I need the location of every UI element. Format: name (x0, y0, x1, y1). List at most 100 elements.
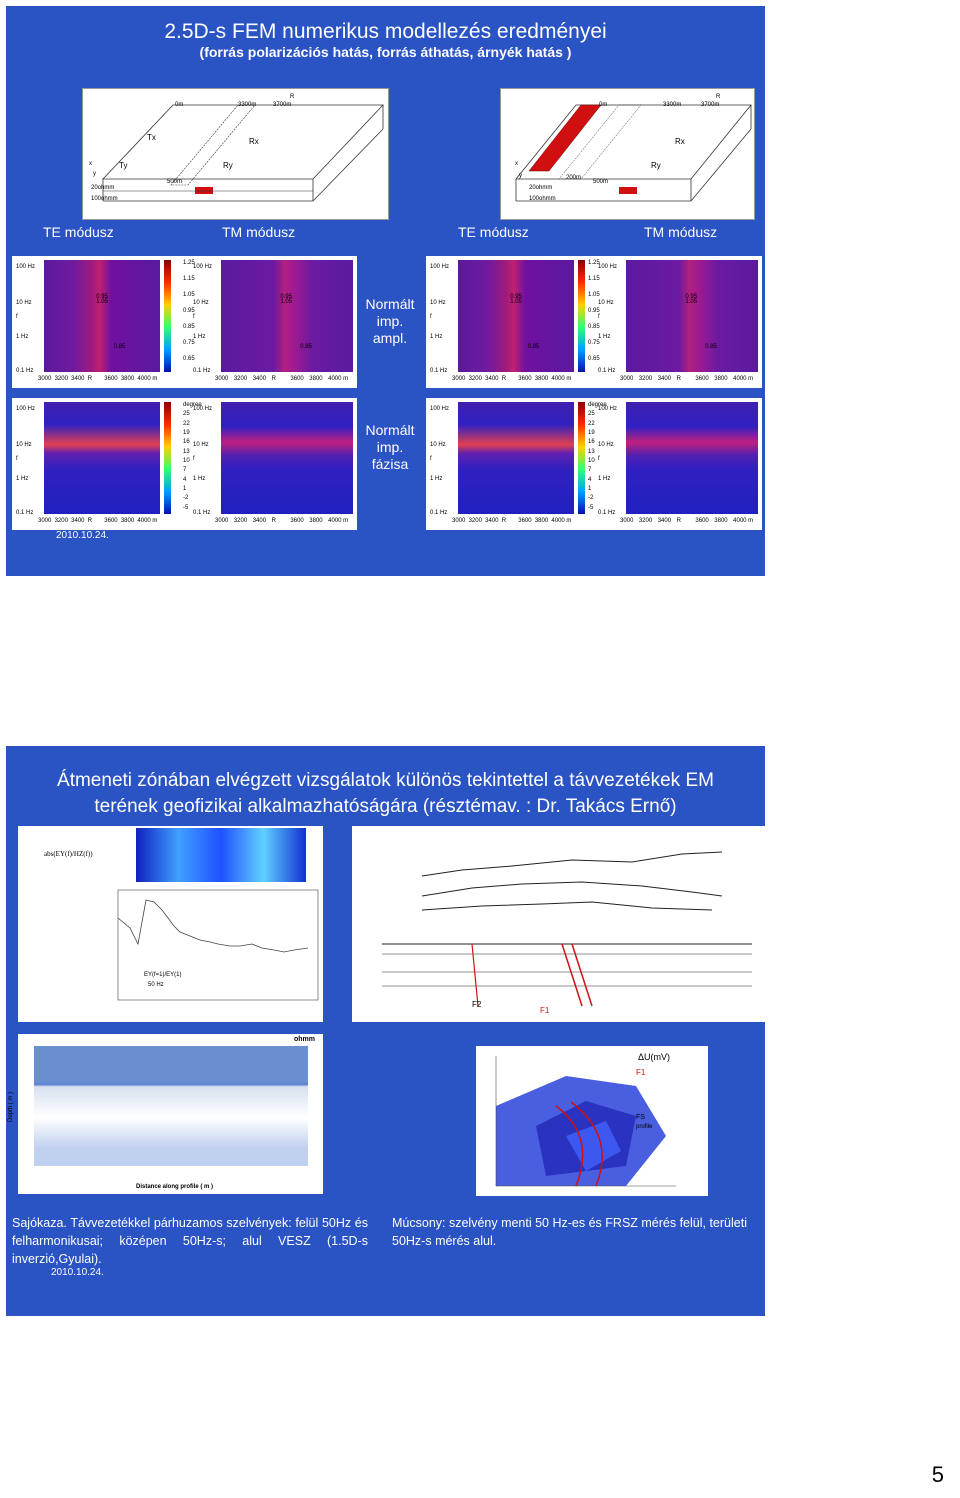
abs-ratio-label: abs(EY(f)/HZ(f)) (44, 850, 93, 858)
label-3700m: 3700m (273, 102, 292, 108)
x-tick-label: 3400 (485, 518, 499, 524)
fs-label: FS (636, 1114, 645, 1121)
freq-tick-label: 0.1 Hz (193, 510, 211, 516)
freq-tick-label: 100 Hz (193, 406, 213, 412)
contour-colormap (44, 260, 160, 372)
profile-50hz-panel: abs(EY(f)/HZ(f)) EY(f=1)/EY(1) 50 Hz (18, 826, 323, 1022)
label-Rx: Rx (675, 137, 685, 146)
caption-mucsony: Múcsony: szelvény menti 50 Hz-es és FRSZ… (392, 1216, 747, 1248)
x-tick-label: R (271, 376, 276, 382)
title-line-2-bold: terének geofizikai alkalmazhatóságára (94, 796, 418, 817)
x-tick-label: R (676, 376, 681, 382)
x-tick-label: 3000 (38, 376, 52, 382)
freq-tick-label: 10 Hz (16, 442, 32, 448)
row-label-line: Normált (365, 422, 415, 438)
resistivity-colormap (34, 1046, 308, 1166)
x-tick-label: 3600 (104, 376, 118, 382)
amplitude-contour-plot: 100 Hz 10 Hz f 1 Hz 0.1 Hz 3000 3200 3400 R 3600 3… (181, 256, 357, 388)
x-tick-label: R (501, 518, 507, 524)
row-label-line: fázisa (371, 456, 409, 472)
label-0m: 0m (175, 102, 184, 108)
x-tick-label: 3200 (468, 376, 482, 382)
x-tick-label: 3200 (233, 518, 248, 524)
colour-scale-bar (164, 402, 171, 514)
phase-contour-plot: 100 Hz 10 Hz f 1 Hz 0.1 Hz 3000 3200 3400 R 3600 3… (12, 398, 182, 530)
colour-scale-label: 0.65 (588, 356, 600, 362)
freq-tick-label: 100 Hz (16, 406, 36, 412)
freq-tick-label: 10 Hz (598, 442, 614, 448)
contour-value-label: 0.85 (527, 344, 540, 350)
section-colormap-top (136, 828, 306, 882)
label-y: y (93, 171, 96, 177)
colour-scale-label: 13 (183, 448, 190, 455)
freq-tick-label: 1 Hz (598, 476, 611, 482)
x-tick-label: 3800 (120, 376, 135, 382)
caption-sajokaza: Sajókaza. Távvezetékkel párhuzamos szelv… (12, 1216, 368, 1266)
x-tick-label: 3200 (54, 518, 68, 524)
x-tick-label: 4000 m (137, 376, 158, 382)
colour-scale-label: 0.75 (183, 340, 195, 346)
fault-f1-label: F1 (636, 1068, 646, 1077)
freq-tick-label: 1 Hz (430, 476, 443, 482)
colour-scale-label: 0.95 (183, 308, 195, 314)
model-diagram-left: 0m 3300m 3700m R Tx Ty Rx Ry x y 500m 20… (82, 88, 389, 220)
colour-scale-label: 16 (588, 439, 595, 446)
x-tick-label: 3600 (695, 376, 709, 382)
x-tick-label: R (271, 518, 276, 524)
colour-scale-label: 25 (588, 411, 595, 418)
freq-tick-label: 1 Hz (16, 334, 29, 340)
colour-scale-label: 7 (183, 467, 187, 474)
label-Tx: Tx (147, 133, 156, 142)
freq-tick-label: 100 Hz (430, 264, 450, 270)
row-label-line: Normált (365, 296, 415, 312)
x-tick-label: 3800 (309, 518, 323, 524)
freq-tick-label: 100 Hz (193, 264, 213, 270)
x-tick-label: 3400 (71, 376, 85, 382)
contour-value-label: 1.05 (510, 299, 522, 306)
x-tick-label: 3200 (638, 376, 653, 382)
label-3700m: 3700m (701, 102, 720, 108)
colour-scale-label: 1.25 (183, 260, 195, 266)
x-tick-label: 3400 (71, 518, 85, 524)
row-label-amplitude: Normált imp. ampl. (356, 296, 424, 347)
row-label-line: imp. (376, 313, 404, 329)
x-tick-label: 3200 (54, 376, 68, 382)
slide-subtitle: (forrás polarizációs hatás, forrás áthat… (199, 44, 572, 60)
colour-scale-bar (578, 402, 585, 514)
colour-scale-label: 0.75 (588, 340, 600, 346)
x-tick-label: 4000 m (328, 376, 349, 382)
row-label-line: ampl. (372, 330, 408, 346)
fault-f2-label: F2 (472, 1000, 482, 1009)
freq-tick-label: f (430, 456, 432, 462)
colour-scale-label: 22 (588, 420, 595, 427)
freq-tick-label: 100 Hz (598, 406, 618, 412)
contour-colormap (626, 260, 758, 372)
x-tick-label: 3600 (518, 376, 532, 382)
freq-tick-label: 100 Hz (430, 406, 450, 412)
freq-tick-label: 0.1 Hz (16, 510, 34, 516)
x-tick-label: 3400 (657, 518, 672, 524)
phase-contour-plot: 100 Hz 10 Hz f 1 Hz 0.1 Hz 3000 3200 3400 R 3600 3… (426, 398, 596, 530)
distance-axis-label: Distance along profile ( m ) (136, 1184, 214, 1190)
depth-axis-label: Depth ( m ) (8, 1091, 15, 1123)
model-diagram-left-drawing (102, 104, 384, 202)
freq-tick-label: 1 Hz (193, 334, 206, 340)
freq-tick-label: 10 Hz (16, 300, 32, 306)
mode-tm-right: TM módusz (644, 224, 718, 240)
slide-date: 2010.10.24. (51, 1267, 104, 1278)
profile-section-drawing (382, 851, 752, 1007)
phase-contour-plot: 100 Hz 10 Hz f 1 Hz 0.1 Hz 3000 3200 3400 R 3600 3… (586, 398, 762, 530)
label-Ry: Ry (651, 161, 661, 170)
abs-ratio-box: abs(EY(f)/HZ(f)) (18, 826, 138, 888)
label-100ohmm: 100ohmm (529, 196, 556, 202)
contour-value-label: 0.95 (96, 293, 108, 300)
colour-scale-label: 16 (183, 439, 190, 446)
title-line-2-author: (résztémav. : Dr. Takács Ernő) (417, 796, 677, 817)
freq-tick-label: f (598, 456, 600, 462)
x-tick-label: 3000 (38, 518, 52, 524)
colour-scale-bar (164, 260, 171, 372)
label-x: x (515, 161, 518, 167)
label-500m: 500m (167, 179, 183, 185)
x-tick-label: R (501, 376, 507, 382)
freq-tick-label: 1 Hz (16, 476, 29, 482)
